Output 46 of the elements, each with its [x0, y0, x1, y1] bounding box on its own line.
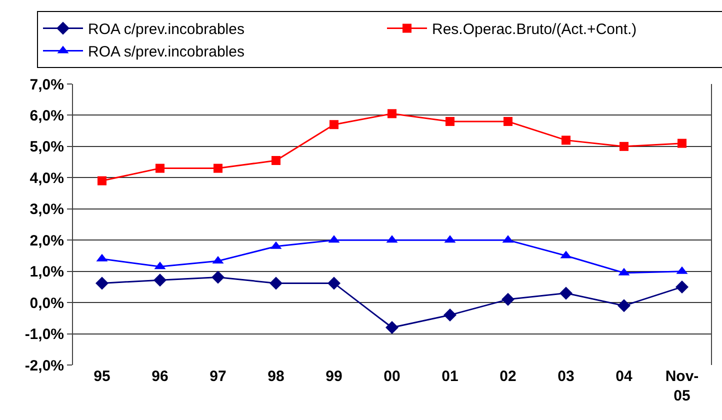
- y-tick-label: 6,0%: [30, 107, 64, 124]
- point: [270, 276, 282, 290]
- point: [388, 109, 396, 118]
- x-tick-label: 01: [442, 368, 458, 385]
- point: [386, 321, 398, 334]
- x-tick-label: 04: [616, 368, 633, 385]
- point: [98, 176, 106, 186]
- y-tick-label: 7,0%: [30, 76, 64, 94]
- x-tick-label: 03: [558, 368, 574, 385]
- point: [620, 142, 628, 151]
- point: [676, 280, 688, 294]
- y-tick-label: -2,0%: [24, 357, 64, 374]
- x-tick-label: 95: [94, 368, 110, 385]
- point: [562, 136, 570, 145]
- point: [618, 299, 630, 312]
- y-tick-label: 2,0%: [30, 232, 64, 250]
- point: [502, 292, 514, 306]
- point: [330, 120, 338, 130]
- point: [154, 274, 166, 287]
- x-tick-label: 99: [326, 368, 342, 385]
- point: [96, 276, 108, 290]
- point: [560, 286, 572, 300]
- y-tick-label: 4,0%: [30, 170, 64, 187]
- point: [444, 308, 456, 322]
- legend-label: ROA s/prev.incobrables: [88, 44, 244, 61]
- x-tick-label: 00: [384, 368, 400, 385]
- legend-label: ROA c/prev.incobrables: [88, 21, 244, 38]
- x-tick-label: 96: [152, 368, 168, 385]
- legend-label: Res.Operac.Bruto/(Act.+Cont.): [432, 21, 637, 38]
- point: [328, 276, 340, 290]
- y-tick-label: 1,0%: [30, 264, 64, 281]
- y-tick-label: 5,0%: [30, 138, 64, 156]
- y-tick-label: 0,0%: [30, 294, 64, 312]
- point: [678, 138, 686, 148]
- y-tick-label: -1,0%: [24, 326, 64, 344]
- x-tick-label: 98: [268, 368, 284, 385]
- point: [214, 164, 222, 173]
- point: [504, 116, 512, 126]
- point: [156, 164, 164, 173]
- point: [446, 116, 454, 126]
- x-tick-label: 97: [210, 368, 226, 385]
- x-tick-label: 02: [500, 368, 516, 385]
- y-tick-label: 3,0%: [30, 201, 64, 218]
- point: [212, 270, 224, 284]
- x-tick-label: Nov-05: [665, 368, 699, 404]
- point: [272, 156, 280, 165]
